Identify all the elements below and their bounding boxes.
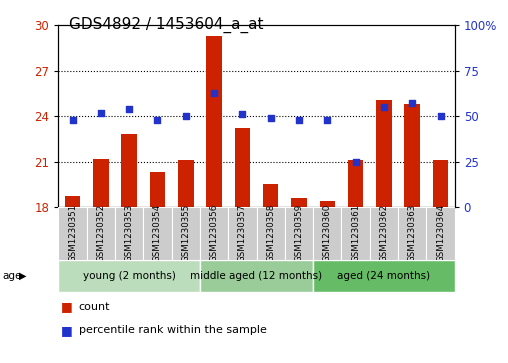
Point: [408, 101, 416, 106]
Bar: [285, 207, 313, 260]
Text: GSM1230359: GSM1230359: [295, 204, 303, 262]
Text: GSM1230352: GSM1230352: [97, 204, 105, 262]
Bar: [58, 207, 87, 260]
Point: [97, 110, 105, 115]
Bar: [257, 207, 285, 260]
Point: [153, 117, 162, 123]
Text: GSM1230358: GSM1230358: [266, 204, 275, 262]
Text: GSM1230356: GSM1230356: [210, 204, 218, 262]
Bar: [341, 207, 370, 260]
Bar: [200, 260, 313, 292]
Bar: [93, 159, 109, 207]
Bar: [376, 99, 392, 207]
Text: GSM1230355: GSM1230355: [181, 204, 190, 262]
Bar: [426, 207, 455, 260]
Point: [125, 106, 133, 112]
Bar: [313, 260, 455, 292]
Point: [69, 117, 77, 123]
Text: GSM1230351: GSM1230351: [68, 204, 77, 262]
Bar: [404, 104, 420, 207]
Bar: [291, 198, 307, 207]
Bar: [320, 201, 335, 207]
Text: GSM1230363: GSM1230363: [408, 204, 417, 262]
Bar: [87, 207, 115, 260]
Text: GSM1230354: GSM1230354: [153, 204, 162, 262]
Bar: [206, 36, 222, 207]
Bar: [143, 207, 172, 260]
Bar: [235, 128, 250, 207]
Point: [295, 117, 303, 123]
Text: GSM1230353: GSM1230353: [124, 204, 134, 262]
Text: ■: ■: [61, 300, 73, 313]
Text: age: age: [3, 271, 22, 281]
Bar: [228, 207, 257, 260]
Bar: [150, 172, 165, 207]
Bar: [172, 207, 200, 260]
Text: GSM1230362: GSM1230362: [379, 204, 389, 262]
Text: ▶: ▶: [19, 271, 27, 281]
Bar: [398, 207, 426, 260]
Point: [238, 111, 246, 117]
Text: GDS4892 / 1453604_a_at: GDS4892 / 1453604_a_at: [69, 16, 263, 33]
Point: [436, 113, 444, 119]
Text: middle aged (12 months): middle aged (12 months): [190, 271, 323, 281]
Text: GSM1230360: GSM1230360: [323, 204, 332, 262]
Bar: [433, 160, 448, 207]
Text: count: count: [79, 302, 110, 312]
Bar: [58, 260, 200, 292]
Bar: [370, 207, 398, 260]
Point: [182, 113, 190, 119]
Bar: [263, 184, 278, 207]
Bar: [178, 160, 194, 207]
Point: [210, 90, 218, 95]
Bar: [65, 196, 80, 207]
Text: GSM1230361: GSM1230361: [351, 204, 360, 262]
Point: [323, 117, 331, 123]
Point: [380, 104, 388, 110]
Text: GSM1230364: GSM1230364: [436, 204, 445, 262]
Point: [267, 115, 275, 121]
Text: GSM1230357: GSM1230357: [238, 204, 247, 262]
Bar: [115, 207, 143, 260]
Text: aged (24 months): aged (24 months): [337, 271, 430, 281]
Point: [352, 159, 360, 164]
Bar: [200, 207, 228, 260]
Bar: [348, 160, 363, 207]
Text: percentile rank within the sample: percentile rank within the sample: [79, 325, 267, 335]
Text: ■: ■: [61, 324, 73, 337]
Bar: [121, 134, 137, 207]
Text: young (2 months): young (2 months): [83, 271, 176, 281]
Bar: [313, 207, 341, 260]
